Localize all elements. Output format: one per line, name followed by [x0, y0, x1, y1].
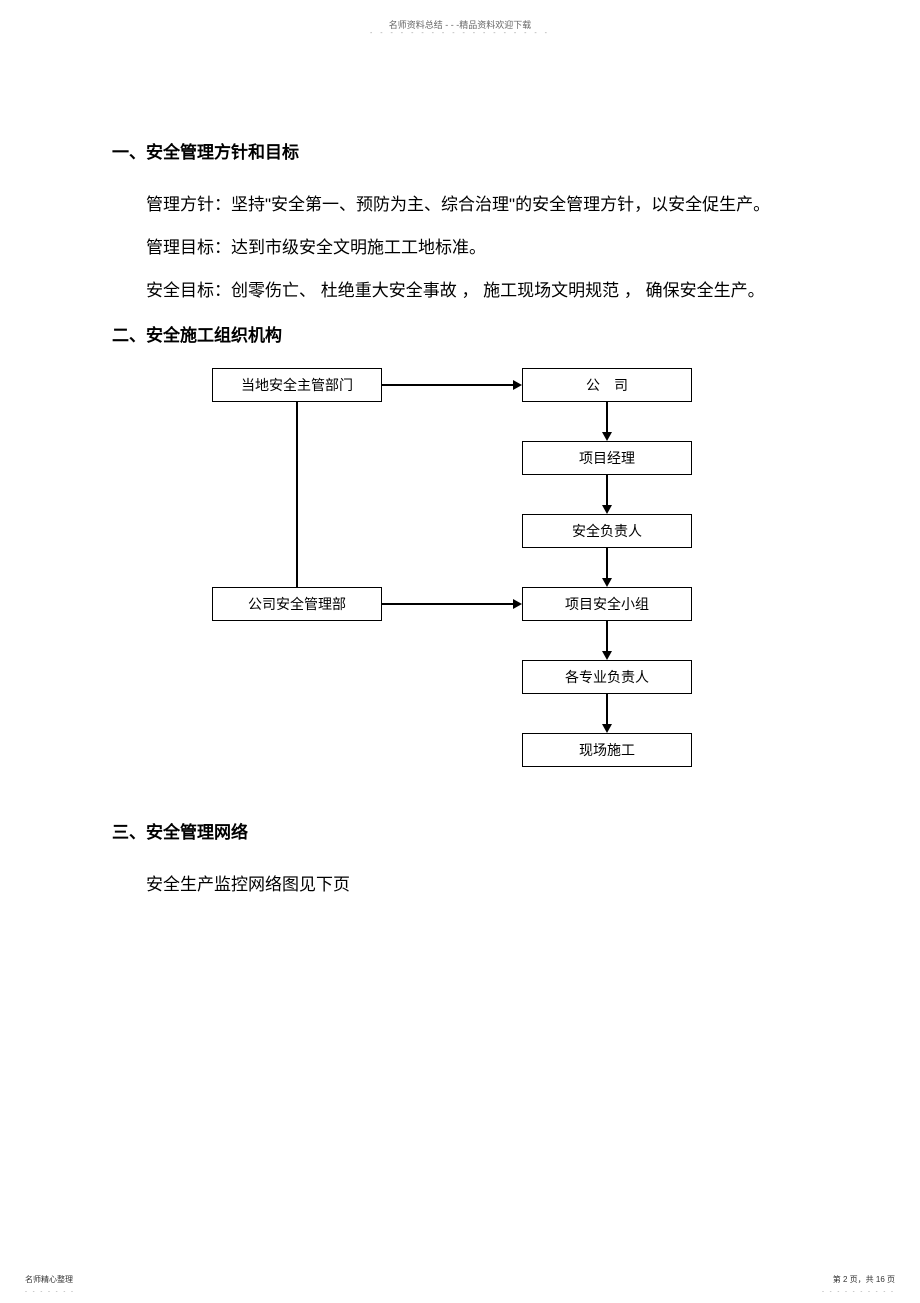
flowchart-arrowhead	[602, 724, 612, 733]
flowchart-arrowhead	[602, 505, 612, 514]
flowchart-edge	[606, 402, 608, 432]
footer-right-text: 第 2 页，共 16 页	[833, 1274, 895, 1285]
flowchart-edge	[606, 475, 608, 505]
flowchart-node-project-manager: 项目经理	[522, 441, 692, 475]
flowchart-arrowhead	[513, 380, 522, 390]
flowchart-arrowhead	[602, 578, 612, 587]
flowchart-edge	[606, 548, 608, 578]
flowchart-node-company-safety-dept: 公司安全管理部	[212, 587, 382, 621]
section-3-heading: 三、安全管理网络	[112, 818, 812, 843]
footer-left-text: 名师精心整理	[25, 1274, 73, 1285]
flowchart-edge	[606, 621, 608, 651]
flowchart-edge	[382, 603, 513, 605]
flowchart-edge	[382, 384, 513, 386]
flowchart-node-local-dept: 当地安全主管部门	[212, 368, 382, 402]
section-2-heading: 二、安全施工组织机构	[112, 321, 812, 346]
footer-dots-right: - - - - - - - - - -	[822, 1289, 895, 1295]
flowchart-edge	[606, 694, 608, 724]
flowchart-arrowhead	[602, 432, 612, 441]
footer-dots-left: - - - - - - -	[25, 1289, 75, 1295]
flowchart-node-project-safety-team: 项目安全小组	[522, 587, 692, 621]
section-1-p1: 管理方针：坚持"安全第一、预防为主、综合治理"的安全管理方针，以安全促生产。	[112, 185, 812, 226]
section-1-p2: 管理目标：达到市级安全文明施工工地标准。	[112, 228, 812, 269]
flowchart-arrowhead	[513, 599, 522, 609]
flowchart-node-company: 公 司	[522, 368, 692, 402]
header-dots: - - - - - - - - - - - - - - - - - -	[370, 30, 550, 37]
flowchart-arrowhead	[602, 651, 612, 660]
section-1-p3: 安全目标：创零伤亡、 杜绝重大安全事故 ， 施工现场文明规范 ， 确保安全生产。	[112, 271, 812, 312]
flowchart-node-specialty-leads: 各专业负责人	[522, 660, 692, 694]
flowchart-node-safety-officer: 安全负责人	[522, 514, 692, 548]
flowchart-edge	[296, 402, 298, 587]
content-area: 一、安全管理方针和目标 管理方针：坚持"安全第一、预防为主、综合治理"的安全管理…	[112, 138, 812, 908]
section-3-p1: 安全生产监控网络图见下页	[112, 865, 812, 906]
flowchart-container: 当地安全主管部门 公 司 项目经理 安全负责人 公司安全管理部 项目安全小组 各…	[112, 368, 812, 788]
flowchart-node-site-construction: 现场施工	[522, 733, 692, 767]
section-1-heading: 一、安全管理方针和目标	[112, 138, 812, 163]
